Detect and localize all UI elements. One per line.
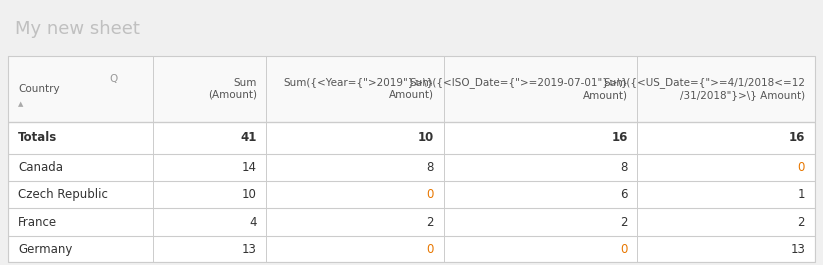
Text: 6: 6 (621, 188, 628, 201)
Bar (8, 56, 815, 122)
Text: 8: 8 (426, 161, 434, 174)
Text: ▲: ▲ (18, 101, 23, 107)
Text: 0: 0 (797, 161, 805, 174)
Text: 1: 1 (797, 188, 805, 201)
Text: Canada: Canada (18, 161, 63, 174)
Text: Sum({<US_Date={">=4/1/2018<=12
/31/2018"}>\} Amount): Sum({<US_Date={">=4/1/2018<=12 /31/2018"… (603, 77, 805, 100)
Text: 0: 0 (426, 243, 434, 256)
Text: My new sheet: My new sheet (15, 20, 140, 38)
Text: 2: 2 (797, 215, 805, 228)
Text: Sum
(Amount): Sum (Amount) (207, 78, 257, 100)
Text: France: France (18, 215, 57, 228)
Text: 16: 16 (788, 131, 805, 144)
Text: 4: 4 (249, 215, 257, 228)
Text: 0: 0 (426, 188, 434, 201)
Text: 10: 10 (418, 131, 434, 144)
Text: 0: 0 (621, 243, 628, 256)
FancyBboxPatch shape (8, 56, 815, 262)
Text: 2: 2 (426, 215, 434, 228)
Text: 14: 14 (242, 161, 257, 174)
Text: Germany: Germany (18, 243, 72, 256)
Text: Q: Q (109, 74, 118, 84)
Text: Totals: Totals (18, 131, 57, 144)
Text: Country: Country (18, 84, 59, 94)
Text: 13: 13 (790, 243, 805, 256)
Text: Czech Republic: Czech Republic (18, 188, 108, 201)
Text: 10: 10 (242, 188, 257, 201)
Text: Sum({<Year={">2019"}>\}
Amount): Sum({<Year={">2019"}>\} Amount) (284, 78, 434, 100)
Text: 13: 13 (242, 243, 257, 256)
Text: 41: 41 (240, 131, 257, 144)
Text: 16: 16 (611, 131, 628, 144)
Text: Sum({<ISO_Date={">=2019-07-01"}>\}
Amount): Sum({<ISO_Date={">=2019-07-01"}>\} Amoun… (409, 77, 628, 100)
Text: 2: 2 (621, 215, 628, 228)
Text: 8: 8 (621, 161, 628, 174)
